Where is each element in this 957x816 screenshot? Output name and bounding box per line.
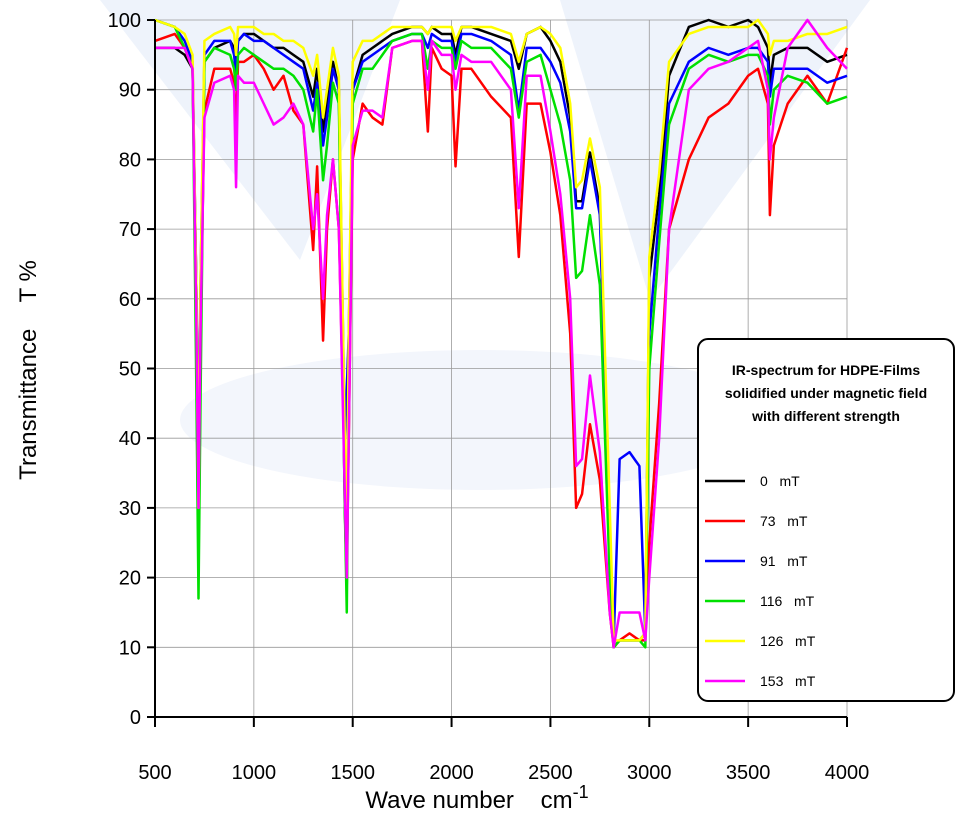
y-tick-label: 20 [119,568,141,590]
series-line [155,18,848,649]
legend-box [697,338,955,702]
y-tick-label: 70 [119,219,141,241]
watermark [180,350,780,490]
y-tick-label: 90 [119,80,141,102]
series-line [154,18,848,642]
legend-label: 116 mT [760,593,815,609]
y-tick-label: 60 [119,289,141,311]
y-axis-label: Transmittance T % [15,260,42,480]
y-tick-label: 30 [119,498,141,520]
legend: IR-spectrum for HDPE-Films solidified und… [697,338,955,702]
legend-label: 153 mT [760,673,816,689]
x-tick-label: 1000 [232,762,277,784]
x-tick-label: 1500 [330,762,375,784]
watermark [560,0,870,300]
axes: 0 10 20 30 40 50 60 70 80 90 100 500 1000 1500 2000 250… [108,10,870,784]
y-tick-label: 0 [130,707,141,729]
watermark [100,0,400,260]
series-line [154,18,848,649]
y-tick-label: 100 [108,10,141,32]
series-lines [154,18,849,649]
x-tick-label: 2500 [528,762,573,784]
x-axis-label: Wave number cm-1 [365,782,588,814]
legend-label: 126 mT [760,633,816,649]
x-tick-label: 3500 [726,762,771,784]
legend-label: 0 mT [760,473,800,489]
x-axis-label-sup: -1 [573,782,589,802]
legend-title: solidified under magnetic field [725,385,927,401]
y-tick-label: 50 [119,359,141,381]
series-line [154,18,848,642]
y-tick-label: 80 [119,149,141,171]
x-tick-label: 2000 [429,762,474,784]
x-tick-label: 500 [138,762,171,784]
legend-label: 73 mT [760,513,808,529]
y-tick-label: 10 [119,637,141,659]
background [100,0,870,490]
x-tick-label: 3000 [627,762,672,784]
x-tick-label: 4000 [825,762,870,784]
legend-title: with different strength [751,408,900,424]
legend-label: 91 mT [760,553,808,569]
y-tick-label: 40 [119,428,141,450]
legend-title: IR-spectrum for HDPE-Films [732,362,920,378]
x-axis-label-text: Wave number cm [365,787,572,814]
